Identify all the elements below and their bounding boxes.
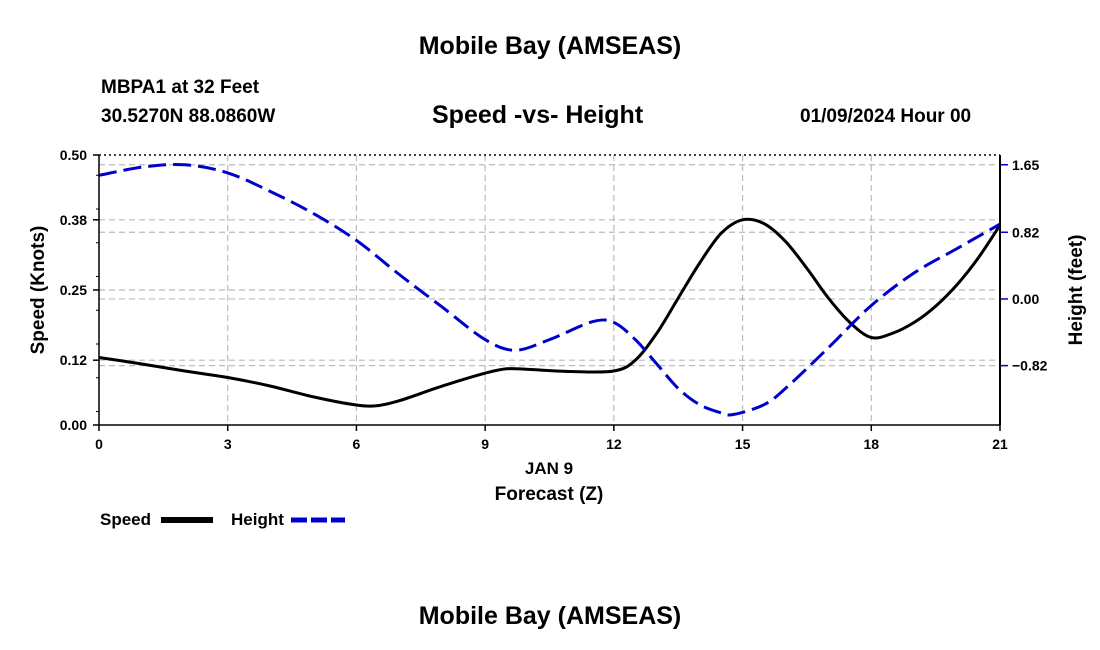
y-tick-label: 0.38 bbox=[60, 212, 87, 228]
y-tick-label: 0.00 bbox=[60, 417, 87, 433]
legend-speed-swatch bbox=[161, 517, 213, 523]
x-axis-date-label: JAN 9 bbox=[525, 459, 573, 478]
tick-labels: 0 3 6 9 12 15 18 21 0.00 0.12 0.25 0.38 0.50 −0.82 0.0… bbox=[60, 147, 1048, 452]
y-tick-label: 0.25 bbox=[60, 282, 87, 298]
coordinates-label: 30.5270N 88.0860W bbox=[101, 106, 276, 127]
x-tick-label: 12 bbox=[606, 436, 622, 452]
y2-tick-label: 0.82 bbox=[1012, 224, 1039, 240]
legend-height-label: Height bbox=[231, 510, 284, 529]
axes bbox=[93, 154, 1008, 431]
grid-lines bbox=[99, 155, 1000, 425]
x-tick-label: 0 bbox=[95, 436, 103, 452]
date-label: 01/09/2024 Hour 00 bbox=[800, 106, 972, 127]
station-label: MBPA1 at 32 Feet bbox=[101, 77, 260, 98]
x-axis-title: Forecast (Z) bbox=[495, 484, 604, 505]
x-tick-label: 15 bbox=[735, 436, 751, 452]
y-tick-label: 0.50 bbox=[60, 147, 87, 163]
x-tick-label: 18 bbox=[863, 436, 879, 452]
chart-title: Speed -vs- Height bbox=[432, 101, 644, 129]
series-lines bbox=[98, 163, 1002, 417]
y2-tick-label: −0.82 bbox=[1012, 358, 1048, 374]
x-tick-label: 9 bbox=[481, 436, 489, 452]
legend-height-swatch bbox=[291, 517, 345, 523]
x-tick-label: 6 bbox=[353, 436, 361, 452]
speed-series-line bbox=[98, 217, 1002, 408]
y-axis-title: Speed (Knots) bbox=[28, 226, 49, 355]
x-tick-label: 21 bbox=[992, 436, 1008, 452]
footer-title: Mobile Bay (AMSEAS) bbox=[418, 602, 682, 630]
x-tick-label: 3 bbox=[224, 436, 232, 452]
y-tick-label: 0.12 bbox=[60, 352, 87, 368]
page-title: Mobile Bay (AMSEAS) bbox=[418, 32, 682, 60]
y2-tick-label: 1.65 bbox=[1012, 157, 1039, 173]
y2-tick-label: 0.00 bbox=[1012, 291, 1039, 307]
y2-axis-title: Height (feet) bbox=[1066, 235, 1087, 346]
legend-speed-label: Speed bbox=[100, 510, 152, 529]
height-series-line bbox=[98, 163, 1001, 417]
speed-height-chart: 0 3 6 9 12 15 18 21 0.00 0.12 0.25 0.38 0.50 −0.82 0.0… bbox=[28, 147, 1087, 505]
